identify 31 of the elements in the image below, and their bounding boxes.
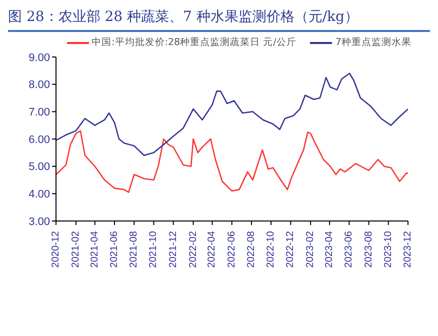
x-tick-label: 2023-04 (324, 230, 336, 268)
x-tick-label: 2022-10 (266, 230, 277, 268)
legend-label: 7种重点监测水果 (335, 36, 412, 49)
legend-label: 中国:平均批发价:28种重点监测蔬菜日 元/公斤 (92, 36, 296, 49)
line-series (56, 130, 408, 193)
chart-title: 图 28：农业部 28 种蔬菜、7 种水果监测价格（元/kg） (8, 8, 430, 32)
line-series (56, 72, 408, 156)
y-tick-label: 5.00 (28, 161, 50, 174)
x-tick-label: 2021-04 (89, 230, 100, 268)
x-tick-label: 2023-06 (344, 230, 355, 268)
x-tick-label: 2021-02 (70, 230, 82, 268)
x-tick-label: 2022-06 (226, 230, 238, 268)
x-tick-label: 2023-08 (363, 230, 374, 268)
x-tick-label: 2020-12 (50, 230, 62, 268)
x-tick-label: 2023-10 (382, 230, 394, 268)
x-tick-label: 2021-12 (168, 230, 179, 268)
y-tick-label: 7.00 (28, 106, 50, 119)
y-tick-label: 4.00 (28, 188, 50, 201)
x-tick-label: 2023-02 (305, 230, 316, 268)
x-tick-label: 2021-08 (128, 230, 140, 268)
x-tick-label: 2022-02 (188, 230, 199, 268)
y-tick-label: 9.00 (28, 52, 50, 64)
x-tick-label: 2022-04 (206, 230, 218, 268)
x-tick-label: 2022-12 (285, 230, 296, 268)
x-tick-label: 2023-12 (402, 230, 414, 268)
x-tick-label: 2022-08 (246, 230, 257, 268)
y-tick-label: 6.00 (28, 134, 50, 146)
y-tick-label: 8.00 (28, 79, 50, 92)
x-tick-label: 2021-10 (148, 230, 160, 268)
y-tick-label: 3.00 (28, 216, 50, 228)
x-tick-label: 2021-06 (109, 230, 120, 268)
